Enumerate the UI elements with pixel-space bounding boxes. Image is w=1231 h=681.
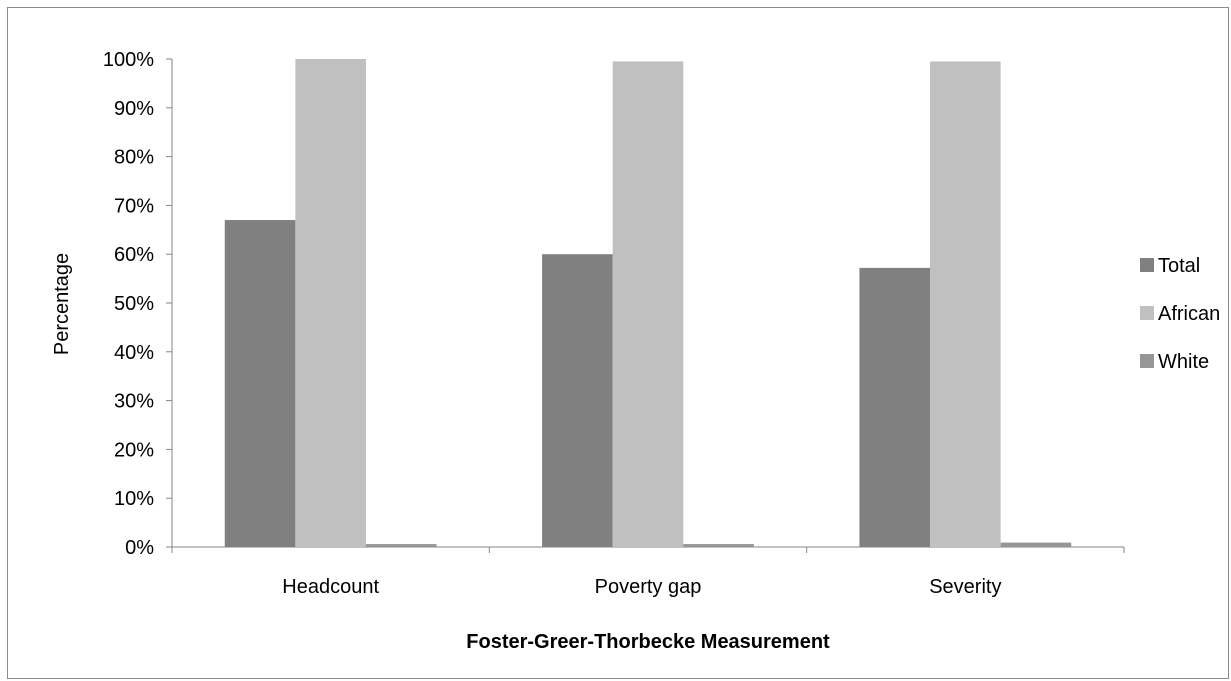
y-tick-label: 80% <box>114 147 154 169</box>
x-axis-title: Foster-Greer-Thorbecke Measurement <box>466 631 830 653</box>
x-category-label: Poverty gap <box>595 576 702 598</box>
bar-total-3 <box>859 267 931 547</box>
y-tick-label: 40% <box>114 342 154 364</box>
x-category-label: Severity <box>929 576 1001 598</box>
y-tick-label: 30% <box>114 391 154 413</box>
legend-swatch-white <box>1140 354 1154 368</box>
y-tick-label: 100% <box>103 49 154 71</box>
bar-white-1 <box>365 544 437 547</box>
bars <box>224 59 1072 548</box>
y-axis-title: Percentage <box>51 253 73 355</box>
legend-swatch-total <box>1140 258 1154 272</box>
bar-african-1 <box>295 59 366 547</box>
x-category-label: Headcount <box>282 576 379 598</box>
x-ticks: Headcount Poverty gap Severity <box>171 547 1125 598</box>
bar-african-3 <box>930 61 1001 547</box>
y-ticks: 0% 10% 20% 30% 40% 50% 60% 70% 80% 90% 100% <box>103 49 172 559</box>
y-tick-label: 0% <box>125 537 154 559</box>
y-tick-label: 10% <box>114 488 154 510</box>
y-tick-label: 50% <box>114 293 154 315</box>
y-tick-label: 60% <box>114 244 154 266</box>
y-tick-label: 20% <box>114 439 154 461</box>
legend-swatch-african <box>1140 306 1154 320</box>
bar-african-2 <box>612 61 684 547</box>
legend: Total African White <box>1140 255 1220 373</box>
legend-label-african: African <box>1158 303 1220 325</box>
bar-total-2 <box>542 254 613 547</box>
y-tick-label: 90% <box>114 98 154 120</box>
legend-label-total: Total <box>1158 255 1200 277</box>
y-tick-label: 70% <box>114 195 154 217</box>
legend-label-white: White <box>1158 351 1209 373</box>
bar-total-1 <box>224 220 296 548</box>
bar-white-2 <box>683 544 754 547</box>
bar-white-3 <box>1000 542 1072 547</box>
